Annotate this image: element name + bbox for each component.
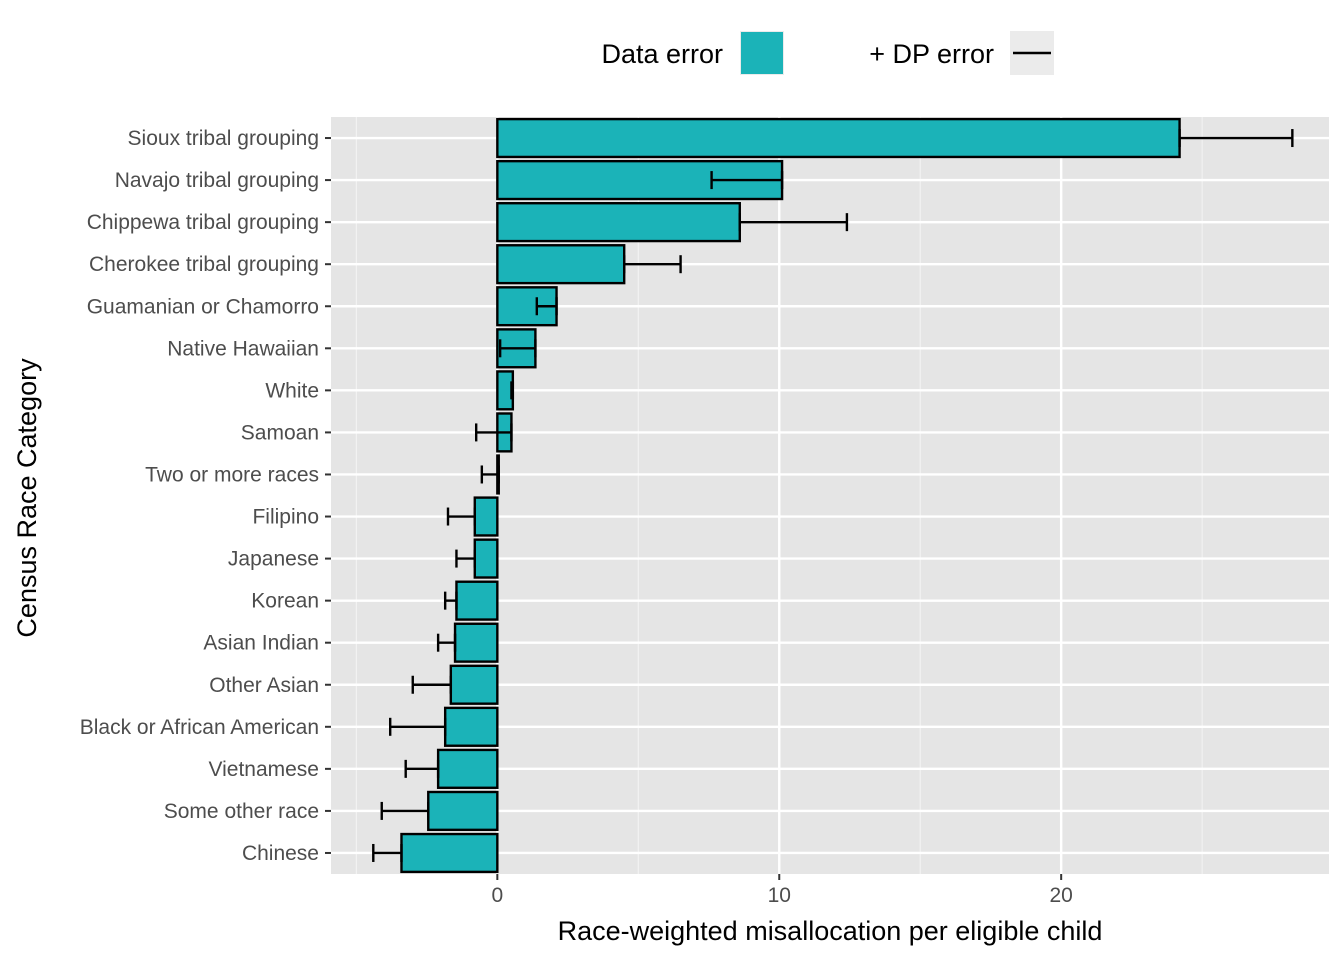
y-tick-label-vietnamese: Vietnamese: [208, 758, 319, 781]
legend-label-dp-error: + DP error: [869, 39, 994, 69]
bar-filipino: [473, 496, 499, 537]
y-tick-label-asian-indian: Asian Indian: [203, 632, 319, 655]
y-tick-label-navajo-tribal-grouping: Navajo tribal grouping: [115, 169, 319, 192]
y-tick-label-white: White: [265, 379, 319, 402]
bar-asian-indian: [453, 622, 499, 663]
bar-cherokee-tribal-grouping: [496, 244, 626, 285]
bar-chippewa-tribal-grouping: [496, 202, 741, 243]
y-tick-label-guamanian-or-chamorro: Guamanian or Chamorro: [87, 295, 319, 318]
y-axis: Sioux tribal grouping Navajo tribal group…: [80, 127, 331, 865]
y-tick-label-japanese: Japanese: [228, 548, 319, 571]
y-tick-label-cherokee-tribal-grouping: Cherokee tribal grouping: [89, 253, 319, 276]
bar-korean: [455, 580, 499, 621]
y-tick-label-black-or-african-american: Black or African American: [80, 716, 319, 739]
legend-label-data-error: Data error: [601, 39, 723, 69]
bar-vietnamese: [436, 748, 499, 789]
bar-chinese: [400, 832, 499, 874]
x-tick-label-20: 20: [1049, 884, 1072, 907]
x-axis: 0 10 20: [491, 874, 1073, 907]
x-axis-title: Race-weighted misallocation per eligible…: [558, 916, 1103, 946]
bars: [400, 117, 1181, 874]
bar-other-asian: [449, 664, 499, 705]
error-bars: [372, 129, 1294, 862]
x-tick-label-0: 0: [491, 884, 503, 907]
bar-sioux-tribal-grouping: [496, 117, 1181, 159]
y-tick-label-native-hawaiian: Native Hawaiian: [167, 337, 319, 360]
y-tick-label-chippewa-tribal-grouping: Chippewa tribal grouping: [87, 211, 319, 234]
legend: Data error + DP error: [601, 31, 1054, 75]
x-tick-label-10: 10: [768, 884, 791, 907]
y-tick-label-korean: Korean: [251, 590, 319, 613]
y-tick-label-filipino: Filipino: [252, 506, 319, 529]
y-tick-label-chinese: Chinese: [242, 842, 319, 865]
bar-some-other-race: [427, 790, 499, 832]
y-tick-label-some-other-race: Some other race: [164, 800, 319, 823]
y-tick-label-two-or-more-races: Two or more races: [145, 463, 319, 486]
y-tick-label-samoan: Samoan: [241, 421, 319, 444]
bar-japanese: [473, 538, 499, 579]
bar-black-or-african-american: [443, 706, 499, 747]
y-axis-title: Census Race Category: [12, 358, 42, 638]
y-tick-label-sioux-tribal-grouping: Sioux tribal grouping: [128, 127, 319, 150]
y-tick-label-other-asian: Other Asian: [209, 674, 319, 697]
legend-swatch-data-error: [741, 32, 783, 74]
